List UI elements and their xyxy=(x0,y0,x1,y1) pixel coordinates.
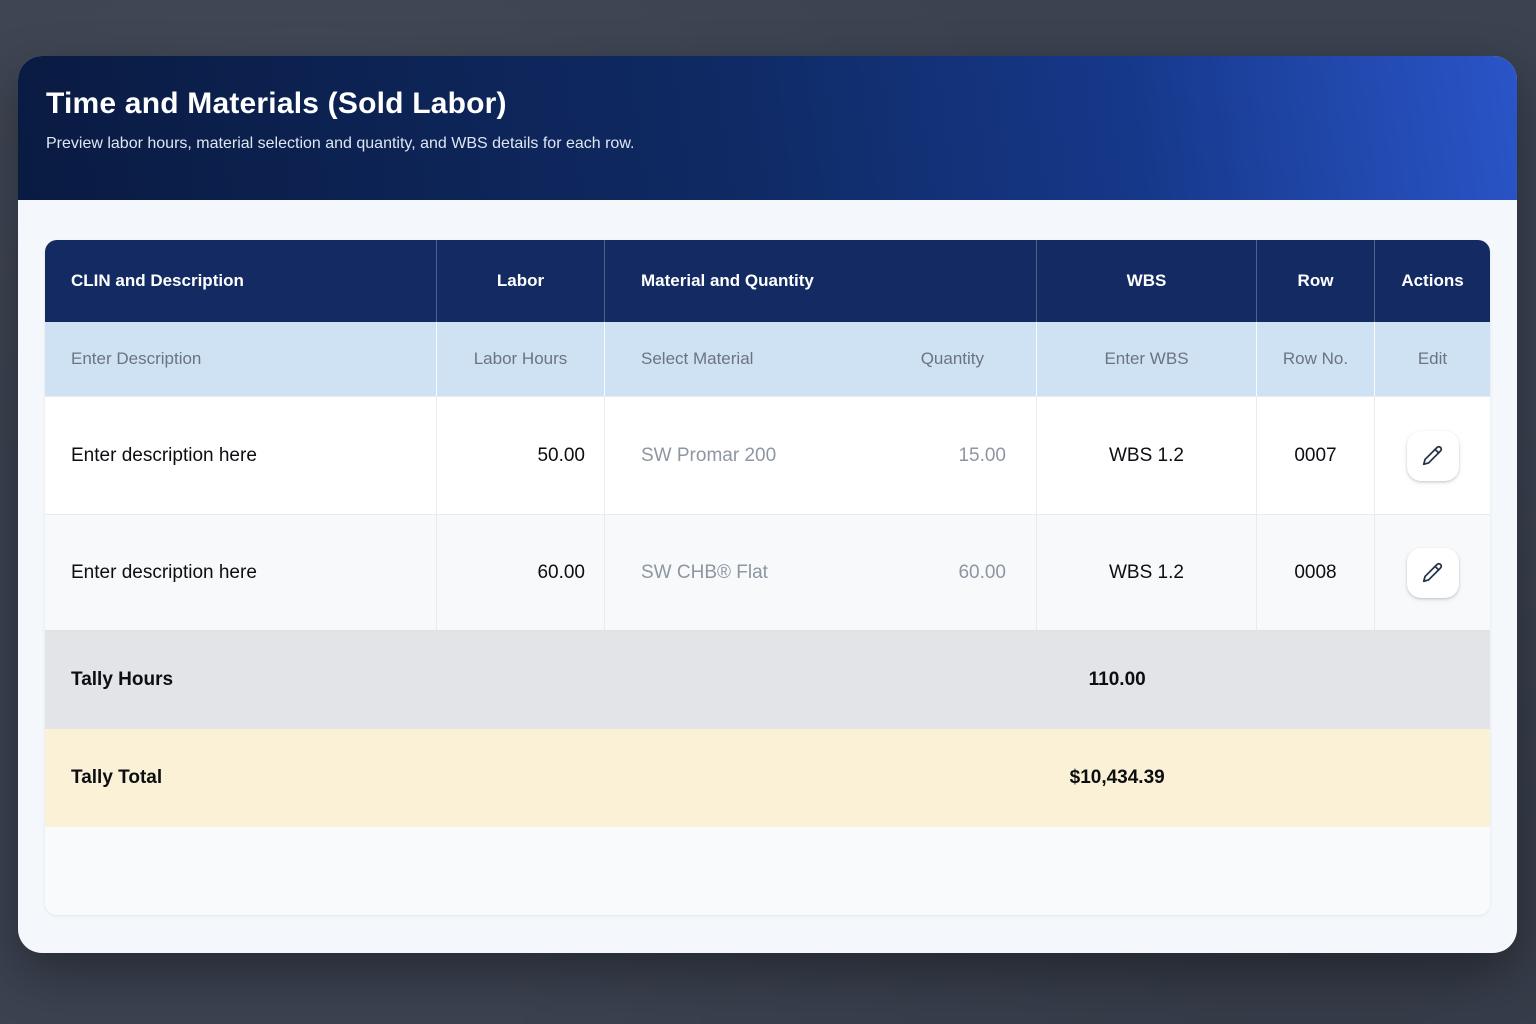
description-cell: Enter description here xyxy=(71,444,257,466)
actions-cell xyxy=(1374,515,1490,630)
material-cell: SW Promar 200 xyxy=(604,397,820,514)
row-no-cell: 0008 xyxy=(1256,515,1374,630)
subheader-quantity: Quantity xyxy=(920,349,984,368)
edit-row-button[interactable] xyxy=(1406,547,1459,598)
actions-cell xyxy=(1374,397,1490,514)
pencil-icon xyxy=(1422,562,1443,583)
page-subtitle: Preview labor hours, material selection … xyxy=(46,135,635,152)
description-cell: Enter description here xyxy=(71,561,257,583)
row-no-cell: 0007 xyxy=(1256,397,1374,514)
quantity-cell: 60.00 xyxy=(958,561,1006,583)
column-header-material-quantity: Material and Quantity xyxy=(604,240,1036,322)
tally-total-label: Tally Total xyxy=(71,767,163,788)
column-header-row: Row xyxy=(1256,240,1374,322)
card-content: CLIN and Description Labor Material and … xyxy=(18,200,1517,915)
subheader-row-no: Row No. xyxy=(1256,322,1374,396)
card-header-banner: Time and Materials (Sold Labor) Preview … xyxy=(18,56,1517,200)
column-header-clin: CLIN and Description xyxy=(71,271,244,290)
column-header-wbs: WBS xyxy=(1036,240,1256,322)
tally-hours-value: 110.00 xyxy=(1088,669,1146,690)
wbs-cell: WBS 1.2 xyxy=(1036,515,1256,630)
tally-total-value: $10,434.39 xyxy=(1069,767,1165,788)
table-row: Enter description here 50.00 SW Promar 2… xyxy=(45,396,1490,514)
edit-row-button[interactable] xyxy=(1406,430,1459,481)
table-footer-spacer xyxy=(45,827,1490,915)
labor-table: CLIN and Description Labor Material and … xyxy=(45,240,1490,915)
table-subheader-row: Enter Description Labor Hours Select Mat… xyxy=(45,322,1490,396)
subheader-select-material: Select Material xyxy=(604,322,820,396)
subheader-edit: Edit xyxy=(1374,322,1490,396)
tally-total-row: Tally Total $10,434.39 xyxy=(45,729,1490,827)
table-header-row: CLIN and Description Labor Material and … xyxy=(45,240,1490,322)
pencil-icon xyxy=(1422,445,1443,466)
labor-hours-cell: 60.00 xyxy=(436,515,604,630)
column-header-labor: Labor xyxy=(436,240,604,322)
page-title: Time and Materials (Sold Labor) xyxy=(46,87,507,120)
table-row: Enter description here 60.00 SW CHB® Fla… xyxy=(45,514,1490,630)
subheader-enter-wbs: Enter WBS xyxy=(1036,322,1256,396)
quantity-cell: 15.00 xyxy=(958,444,1006,466)
subheader-enter-description: Enter Description xyxy=(71,349,202,368)
tally-hours-label: Tally Hours xyxy=(71,669,174,690)
time-materials-card: Time and Materials (Sold Labor) Preview … xyxy=(18,56,1517,953)
material-cell: SW CHB® Flat xyxy=(604,515,820,630)
subheader-labor-hours: Labor Hours xyxy=(436,322,604,396)
labor-hours-cell: 50.00 xyxy=(436,397,604,514)
tally-hours-row: Tally Hours 110.00 xyxy=(45,630,1490,729)
wbs-cell: WBS 1.2 xyxy=(1036,397,1256,514)
column-header-actions: Actions xyxy=(1374,240,1490,322)
